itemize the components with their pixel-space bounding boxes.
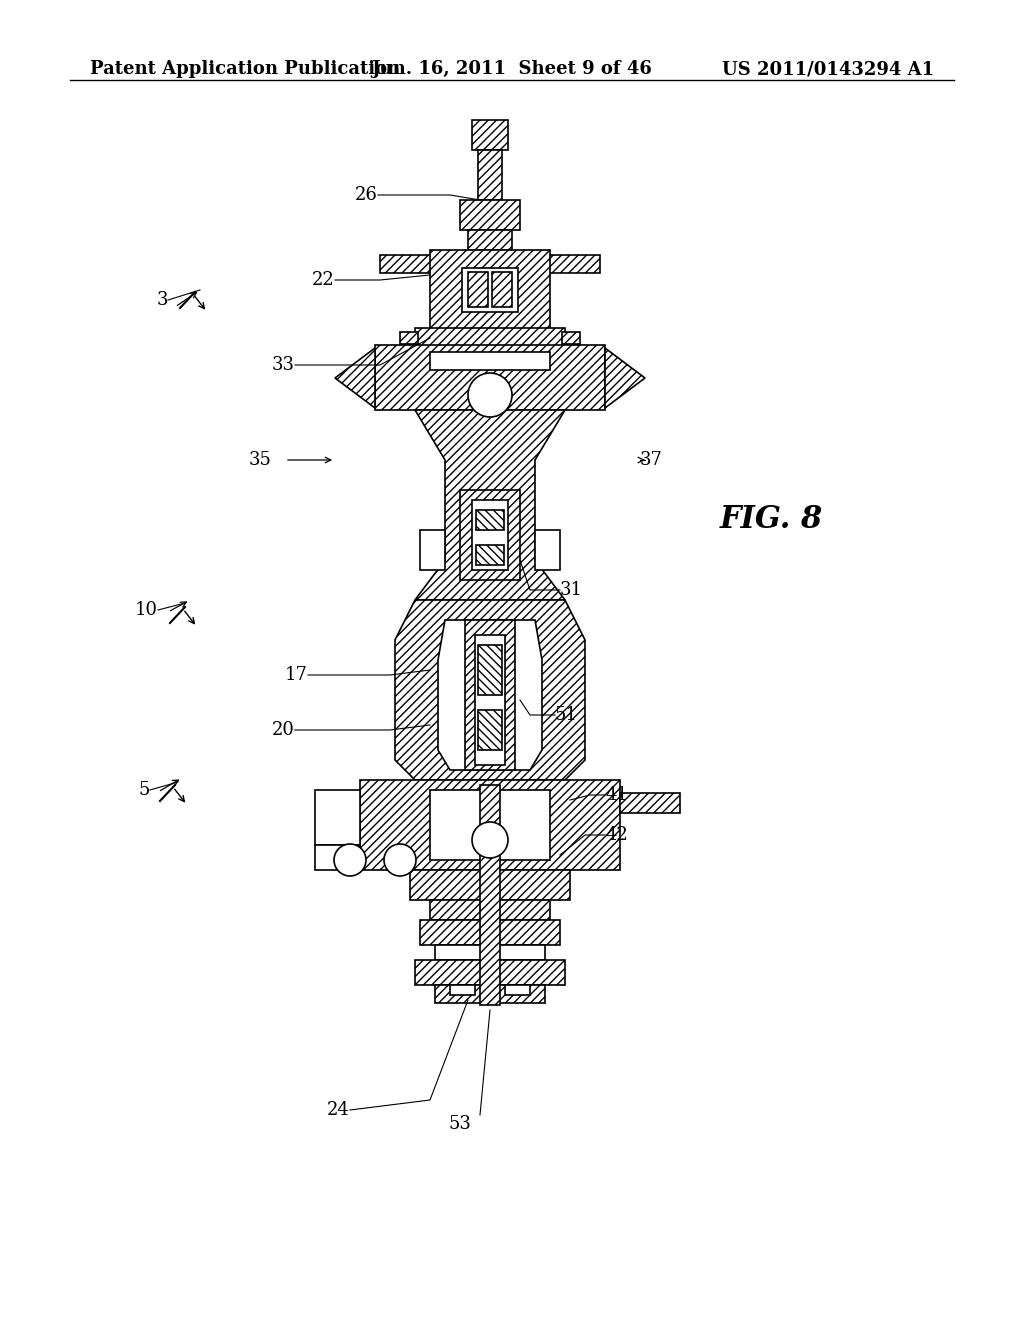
- Polygon shape: [438, 620, 542, 770]
- Bar: [435, 945, 545, 960]
- Bar: [435, 985, 545, 1003]
- Bar: [420, 920, 560, 945]
- Bar: [465, 620, 515, 770]
- Bar: [315, 845, 360, 870]
- Circle shape: [334, 843, 366, 876]
- Text: 51: 51: [555, 706, 578, 723]
- Bar: [360, 780, 620, 870]
- Text: Patent Application Publication: Patent Application Publication: [90, 59, 400, 78]
- Bar: [315, 789, 360, 845]
- Bar: [476, 545, 504, 565]
- Text: 41: 41: [605, 785, 628, 804]
- Bar: [460, 490, 520, 579]
- Bar: [380, 255, 460, 273]
- Bar: [476, 510, 504, 531]
- Bar: [420, 531, 445, 570]
- Text: 53: 53: [449, 1115, 471, 1133]
- Polygon shape: [335, 348, 375, 408]
- Bar: [505, 985, 530, 995]
- Bar: [430, 249, 550, 330]
- Bar: [468, 272, 488, 308]
- Text: 42: 42: [605, 826, 628, 843]
- Bar: [430, 789, 550, 861]
- Text: 35: 35: [249, 451, 272, 469]
- Bar: [478, 150, 502, 201]
- Bar: [462, 268, 518, 312]
- Bar: [472, 120, 508, 150]
- Text: 31: 31: [560, 581, 583, 599]
- Text: 24: 24: [328, 1101, 350, 1119]
- Bar: [430, 352, 550, 370]
- Text: 20: 20: [272, 721, 295, 739]
- Text: 37: 37: [640, 451, 663, 469]
- Text: 5: 5: [138, 781, 150, 799]
- Bar: [478, 645, 502, 696]
- Bar: [400, 333, 418, 345]
- Text: 22: 22: [312, 271, 335, 289]
- Polygon shape: [395, 601, 585, 780]
- Bar: [450, 985, 475, 995]
- Text: 10: 10: [135, 601, 158, 619]
- Circle shape: [384, 843, 416, 876]
- Text: 3: 3: [157, 290, 168, 309]
- Bar: [562, 333, 580, 345]
- Bar: [375, 345, 605, 411]
- Bar: [468, 230, 512, 249]
- Bar: [430, 900, 550, 920]
- Text: FIG. 8: FIG. 8: [720, 504, 823, 536]
- Bar: [620, 793, 680, 813]
- Bar: [460, 201, 520, 230]
- Bar: [480, 785, 500, 1005]
- Text: 17: 17: [285, 667, 308, 684]
- Bar: [472, 500, 508, 570]
- Bar: [492, 272, 512, 308]
- Bar: [520, 255, 600, 273]
- Text: US 2011/0143294 A1: US 2011/0143294 A1: [722, 59, 934, 78]
- Bar: [415, 327, 565, 348]
- Text: Jun. 16, 2011  Sheet 9 of 46: Jun. 16, 2011 Sheet 9 of 46: [372, 59, 652, 78]
- Bar: [410, 870, 570, 900]
- Bar: [478, 710, 502, 750]
- Bar: [415, 960, 565, 985]
- Circle shape: [468, 374, 512, 417]
- Polygon shape: [605, 348, 645, 408]
- Bar: [535, 531, 560, 570]
- Text: 26: 26: [355, 186, 378, 205]
- Bar: [475, 635, 505, 766]
- Polygon shape: [415, 411, 565, 601]
- Circle shape: [472, 822, 508, 858]
- Text: 33: 33: [272, 356, 295, 374]
